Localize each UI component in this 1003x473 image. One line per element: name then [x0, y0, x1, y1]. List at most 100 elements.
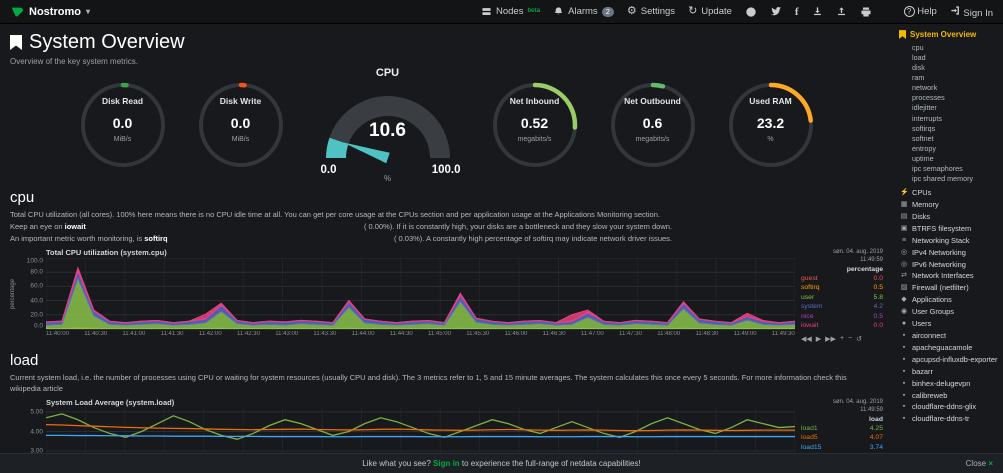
sidebar-sub-item-cpu[interactable]: cpu [912, 43, 924, 52]
sidebar-sub-item-softnet[interactable]: softnet [912, 133, 934, 143]
x-tick: 11:44:00 [351, 330, 375, 337]
legend-item-system[interactable]: system 4.2 [801, 303, 883, 311]
main-content: System Overview Overview of the key syst… [0, 24, 891, 453]
sidebar-item-memory[interactable]: ▦ Memory [900, 200, 999, 210]
footer-signin-link[interactable]: Sign in [433, 459, 460, 468]
update-button[interactable]: ↻ Update [688, 5, 732, 18]
sidebar-sub-item-ipc-semaphores[interactable]: ipc semaphores [912, 163, 963, 173]
help-button[interactable]: ? Help [903, 6, 937, 17]
sign-in-button[interactable]: Sign In [950, 5, 993, 19]
sidebar-sub-item-ram[interactable]: ram [912, 73, 925, 83]
legend-item-softirq[interactable]: softirq 0.5 [801, 284, 883, 292]
sidebar-item-ipv4-networking[interactable]: ◎ IPv4 Networking [900, 248, 999, 258]
sidebar-item-cloudflare-ddns-glix[interactable]: ▪ cloudflare-ddns-glix [900, 403, 999, 412]
legend-item-iowait[interactable]: iowait 0.0 [801, 322, 883, 330]
legend-item-nice[interactable]: nice 0.5 [801, 312, 883, 320]
cpu-chart-plot[interactable] [46, 258, 795, 329]
sidebar-sub-item-idlejitter[interactable]: idlejitter [912, 103, 937, 113]
x-tick: 11:47:00 [580, 330, 604, 337]
sidebar-item-binhex-delugevpn[interactable]: ▪ binhex-delugevpn [900, 379, 999, 389]
sidebar-item-btrfs-filesystem[interactable]: ▣ BTRFS filesystem [900, 224, 999, 234]
cpu-gauge-dial [325, 96, 450, 164]
page-subtitle: Overview of the key system metrics. [10, 57, 139, 66]
sidebar-item-system-overview[interactable]: System Overview [899, 30, 999, 39]
gauge-used-ram[interactable]: Used RAM 23.2 % [725, 79, 817, 171]
gauge-net-inbound[interactable]: Net Inbound 0.52 megabits/s [489, 79, 581, 171]
sidebar-item-applications[interactable]: ◆ Applications [900, 296, 999, 305]
sidebar-item-network-interfaces[interactable]: ⇄ Network Interfaces [900, 272, 999, 281]
gauge-disk-read[interactable]: Disk Read 0.0 MiB/s [77, 79, 169, 171]
zoom-in-icon[interactable]: + [839, 334, 845, 342]
sidebar-sub-item-processes[interactable]: processes [912, 93, 945, 103]
topbar-nav: Nodes beta Alarms 2 ⚙ Settings ↻ Update [481, 6, 872, 18]
sidebar-item-calibreweb[interactable]: ▪ calibreweb [900, 391, 999, 401]
sidebar-main-list: ⚡ CPUs ▦ Memory ▤ Disks ▣ BTRFS filesystem ≡ Netw… [899, 189, 999, 424]
twitter-icon[interactable] [770, 6, 782, 17]
chart-toolbar: ◀◀ ▶ ▶▶ + − ↺ [801, 335, 883, 343]
sidebar-sub-item-network[interactable]: network [912, 83, 938, 93]
softirq-term: softirq [144, 233, 168, 243]
x-tick: 11:42:30 [237, 330, 260, 337]
nodes-button[interactable]: Nodes beta [481, 6, 540, 17]
sidebar-item-user-groups[interactable]: ◉ User Groups [900, 308, 999, 317]
load-chart-plot[interactable] [46, 408, 795, 453]
cpu-gauge-max: 100.0 [431, 164, 461, 176]
sidebar-item-apacheguacamole[interactable]: ▪ apacheguacamole [900, 343, 999, 353]
page-title: System Overview [29, 31, 185, 53]
reset-zoom-icon[interactable]: ↺ [856, 335, 863, 343]
x-tick: 11:44:30 [389, 330, 413, 337]
legend-item-load15[interactable]: load15 3.74 [801, 443, 883, 451]
sidebar-sub-item-uptime[interactable]: uptime [912, 153, 934, 163]
gauge-units: MiB/s [231, 136, 250, 143]
alarms-button[interactable]: Alarms 2 [553, 6, 614, 17]
sidebar-item-networking-stack[interactable]: ≡ Networking Stack [900, 236, 999, 246]
legend-item-load1[interactable]: load1 4.25 [801, 424, 883, 432]
play-icon[interactable]: ▶ [815, 335, 822, 343]
sidebar-sub-list: cpu load disk ram network processes idlejitter… [899, 43, 999, 184]
sidebar-item-cloudflare-ddns-tr[interactable]: ▪ cloudflare-ddns-tr [900, 415, 999, 424]
print-icon[interactable] [860, 6, 872, 18]
sidebar-item-users[interactable]: ● Users [900, 320, 999, 329]
x-tick: 11:46:00 [504, 330, 528, 337]
rewind-icon[interactable]: ◀◀ [801, 335, 812, 343]
x-axis-ticks: 11:40:00 11:40:30 11:41:00 11:41:30 11:42:00… [46, 331, 795, 337]
bookmark-icon [10, 35, 22, 50]
gauge-value: 23.2 [756, 115, 785, 131]
y-tick: 3.00 [30, 447, 43, 453]
x-tick: 11:48:30 [695, 330, 719, 337]
sidebar-sub-item-softirqs[interactable]: softirqs [912, 123, 936, 133]
legend-item-load5[interactable]: load5 4.07 [801, 434, 883, 442]
sidebar-item-bazarr[interactable]: ▪ bazarr [900, 367, 999, 377]
facebook-icon[interactable]: f [794, 5, 799, 18]
banner-close-button[interactable]: Close × [965, 459, 993, 468]
zoom-out-icon[interactable]: − [848, 334, 853, 342]
sidebar-item-airconnect[interactable]: ▪ airconnect [900, 331, 999, 341]
gauge-ring [728, 82, 813, 167]
sidebar-item-apcupsd-influxdb-exporter[interactable]: ▪ apcupsd-influxdb-exporter [900, 355, 999, 365]
sidebar-sub-item-interrupts[interactable]: interrupts [912, 113, 942, 123]
sidebar-sub-item-ipc-shared-memory[interactable]: ipc shared memory [912, 174, 974, 184]
sidebar-sub-item-entropy[interactable]: entropy [912, 143, 936, 153]
download-icon[interactable] [812, 6, 823, 17]
sidebar-sub-item-disk[interactable]: disk [912, 63, 925, 73]
settings-button[interactable]: ⚙ Settings [626, 5, 676, 18]
github-icon[interactable] [745, 6, 757, 18]
gauge-cpu[interactable]: CPU 10.6 0.0 100.0 % [313, 67, 463, 183]
sidebar-item-cpus[interactable]: ⚡ CPUs [900, 189, 999, 198]
fast-forward-icon[interactable]: ▶▶ [825, 335, 836, 343]
gauge-disk-write[interactable]: Disk Write 0.0 MiB/s [195, 79, 287, 171]
legend-item-guest[interactable]: guest 0.0 [801, 274, 883, 282]
legend-item-user[interactable]: user 5.8 [801, 293, 883, 301]
sidebar-item-firewall-netfilter-[interactable]: ▨ Firewall (netfilter) [900, 284, 999, 293]
sidebar-item-ipv6-networking[interactable]: ◎ IPv6 Networking [900, 260, 999, 270]
load-chart: System Load Average (system.load) 5.00 4.… [10, 398, 883, 453]
load-chart-legend: søn. 04. aug. 2019 11:49:59 load load1 4.… [795, 398, 883, 453]
sidebar-item-disks[interactable]: ▤ Disks [900, 212, 999, 222]
node-switcher[interactable]: Nostromo ▾ [10, 5, 90, 19]
gauge-net-outbound[interactable]: Net Outbound 0.6 megabits/s [607, 79, 699, 171]
upload-icon[interactable] [836, 6, 847, 17]
sidebar-sub-item-load[interactable]: load [912, 53, 926, 63]
help-icon: ? [903, 6, 915, 17]
gauge-title: Disk Write [219, 96, 262, 106]
